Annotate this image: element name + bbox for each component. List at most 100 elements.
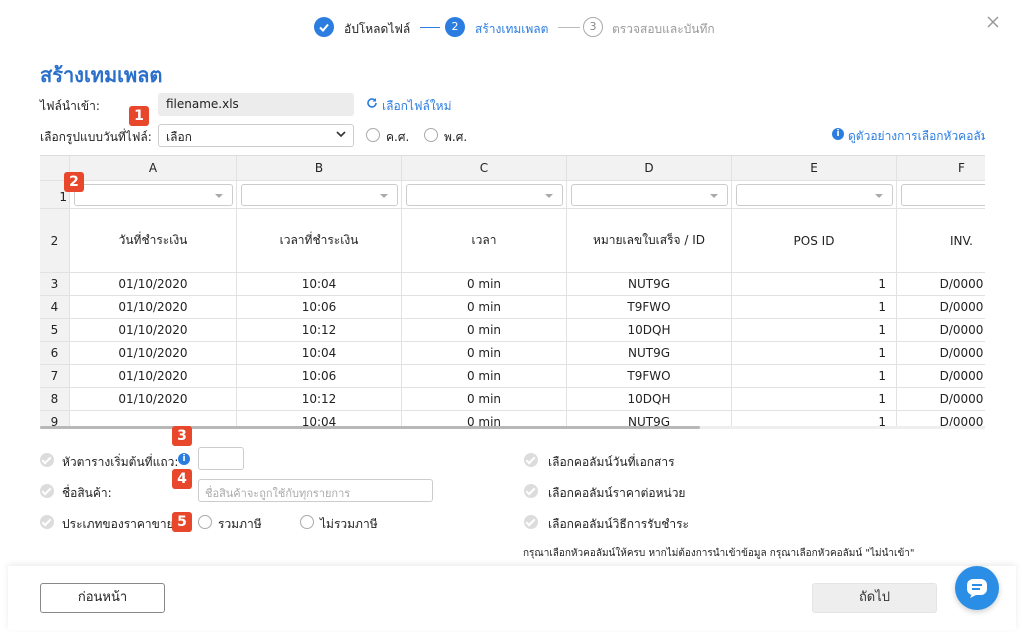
column-check-label: เลือกคอลัมน์วันที่เอกสาร [548, 455, 675, 469]
header-text: INV. [897, 209, 985, 273]
caret [215, 194, 223, 198]
data-cell: 1 [732, 388, 897, 411]
data-cell: T9FWO [567, 365, 732, 388]
row-number: 6 [40, 342, 70, 365]
badge: 3 [172, 426, 192, 446]
column-letter: B [237, 156, 402, 181]
close-button[interactable] [987, 16, 999, 28]
data-cell: D/0000 [897, 342, 985, 365]
column-select[interactable] [571, 184, 728, 206]
column-letter: C [402, 156, 567, 181]
back-button[interactable]: ก่อนหน้า [40, 583, 165, 613]
data-cell: NUT9G [567, 273, 732, 296]
column-select[interactable] [901, 184, 985, 206]
caret [380, 194, 388, 198]
check-icon [40, 453, 54, 467]
row-number: 9 [40, 411, 70, 429]
data-cell: 10:04 [237, 411, 402, 429]
data-cell: D/0000 [897, 411, 985, 429]
data-cell: NUT9G [567, 342, 732, 365]
step-label: ตรวจสอบและบันทึก [612, 22, 715, 36]
next-button[interactable]: ถัดไป [812, 583, 937, 613]
radio-label: ค.ศ. [386, 130, 410, 144]
field-label: ชื่อสินค้า: [62, 486, 112, 500]
column-letter: E [732, 156, 897, 181]
refresh-icon [367, 98, 377, 108]
radio[interactable] [366, 128, 380, 142]
chat-button[interactable] [955, 566, 999, 610]
change-file-link[interactable]: เลือกไฟล์ใหม่ [382, 99, 452, 113]
radio[interactable] [198, 515, 212, 529]
check-icon [524, 484, 538, 498]
column-select[interactable] [74, 184, 233, 206]
data-cell [70, 411, 237, 429]
column-select[interactable] [241, 184, 398, 206]
column-select[interactable] [736, 184, 893, 206]
placeholder: ชื่อสินค้าจะถูกใช้กับทุกรายการ [205, 487, 351, 500]
data-cell: 1 [732, 342, 897, 365]
data-cell: D/0000 [897, 296, 985, 319]
data-cell: 0 min [402, 273, 567, 296]
data-cell: 01/10/2020 [70, 273, 237, 296]
column-letter: F [897, 156, 985, 181]
row-number: 7 [40, 365, 70, 388]
data-cell: T9FWO [567, 296, 732, 319]
field-label: ไฟล์นำเข้า: [40, 99, 100, 113]
check-icon [319, 23, 329, 32]
row-number: 3 [40, 273, 70, 296]
badge: 4 [172, 469, 192, 489]
data-cell: 10:12 [237, 388, 402, 411]
note: กรุณาเลือกหัวคอลัมน์ให้ครบ หากไม่ต้องการ… [523, 548, 915, 559]
data-cell: 01/10/2020 [70, 319, 237, 342]
page-title: สร้างเทมเพลต [40, 63, 163, 87]
dropdown-cell [402, 181, 567, 209]
filename-box [158, 93, 354, 116]
dropdown-cell [237, 181, 402, 209]
column-check-label: เลือกคอลัมน์ราคาต่อหน่วย [548, 486, 686, 500]
step-done-icon [314, 17, 334, 37]
radio-label: รวมภาษี [218, 517, 262, 531]
help-link[interactable]: ดูตัวอย่างการเลือกหัวคอลัมน์ [848, 129, 985, 143]
data-cell: 0 min [402, 388, 567, 411]
radio[interactable] [300, 515, 314, 529]
check-icon [40, 515, 54, 529]
row-number: 5 [40, 319, 70, 342]
row-number: 2 [40, 209, 70, 273]
step-label: สร้างเทมเพลต [475, 22, 549, 36]
field-label: ประเภทของราคาขาย: [62, 517, 178, 531]
chat-icon [967, 579, 987, 598]
dropdown-cell [732, 181, 897, 209]
data-cell: 10DQH [567, 319, 732, 342]
date-format-select[interactable] [158, 124, 354, 147]
data-cell: 1 [732, 273, 897, 296]
header-text: เวลาที่ชำระเงิน [237, 209, 402, 273]
data-cell: 01/10/2020 [70, 296, 237, 319]
badge: 1 [129, 106, 149, 126]
product-name-input[interactable] [198, 479, 433, 502]
column-select[interactable] [406, 184, 563, 206]
data-cell: 10:04 [237, 342, 402, 365]
field-label: หัวตารางเริ่มต้นที่แถว: [62, 455, 179, 469]
scrollbar[interactable] [40, 426, 700, 429]
filename: filename.xls [166, 97, 239, 111]
data-cell: 0 min [402, 411, 567, 429]
column-letter: D [567, 156, 732, 181]
chevron [336, 131, 346, 138]
dropdown-cell [567, 181, 732, 209]
data-cell: 01/10/2020 [70, 342, 237, 365]
step-number: 2 [445, 17, 465, 37]
data-cell: 0 min [402, 365, 567, 388]
header-text: POS ID [732, 209, 897, 273]
header-text: หมายเลขใบเสร็จ / ID [567, 209, 732, 273]
data-cell: 10:04 [237, 273, 402, 296]
header-row-input[interactable] [198, 447, 244, 470]
data-cell: NUT9G [567, 411, 732, 429]
radio[interactable] [424, 128, 438, 142]
data-cell: 10:06 [237, 365, 402, 388]
badge: 2 [64, 172, 84, 192]
field-label: เลือกรูปแบบวันที่ไฟล์: [40, 130, 152, 144]
data-cell: 01/10/2020 [70, 388, 237, 411]
column-letter: A [70, 156, 237, 181]
data-cell: D/0000 [897, 365, 985, 388]
check-icon [524, 453, 538, 467]
